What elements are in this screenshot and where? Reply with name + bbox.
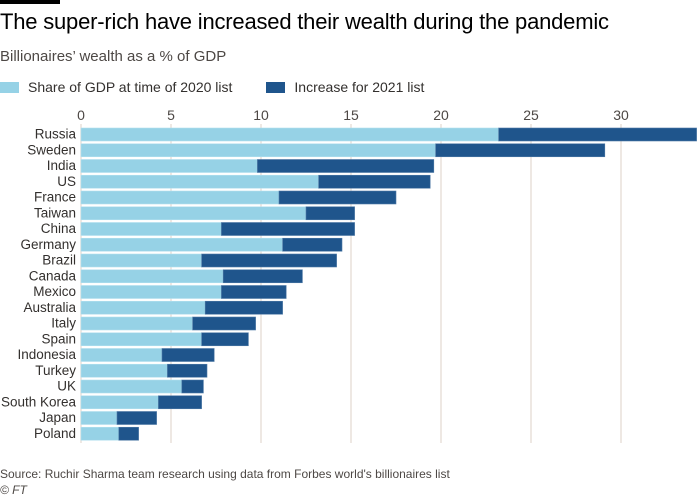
category-label: Germany — [20, 237, 76, 252]
bar-share-2020 — [80, 253, 202, 268]
category-label: South Korea — [1, 394, 77, 409]
bar-share-2020 — [80, 190, 280, 205]
copyright: © FT — [0, 483, 27, 497]
category-label: India — [47, 158, 77, 173]
bar-share-2020 — [80, 300, 206, 315]
bar-increase-2021 — [181, 379, 204, 394]
category-label: US — [57, 174, 76, 189]
chart-title: The super-rich have increased their weal… — [0, 9, 609, 34]
x-tick-label: 0 — [77, 107, 85, 123]
bar-increase-2021 — [204, 300, 283, 315]
bar-share-2020 — [80, 395, 159, 410]
bar-share-2020 — [80, 143, 436, 158]
x-tick-label: 5 — [167, 107, 175, 123]
legend-label-increase-2021: Increase for 2021 list — [294, 79, 425, 95]
bar-increase-2021 — [222, 269, 303, 284]
bar-share-2020 — [80, 411, 118, 425]
category-label: Russia — [35, 127, 77, 142]
bar-increase-2021 — [118, 426, 139, 441]
bar-share-2020 — [80, 379, 183, 394]
category-label: Brazil — [42, 253, 76, 268]
category-label: Sweden — [27, 142, 76, 157]
bar-increase-2021 — [305, 206, 355, 221]
legend-item-share-2020: Share of GDP at time of 2020 list — [0, 79, 232, 95]
category-label: Taiwan — [34, 205, 76, 220]
bar-increase-2021 — [167, 363, 208, 378]
category-label: Canada — [29, 268, 77, 283]
bar-share-2020 — [80, 426, 120, 441]
bar-increase-2021 — [192, 316, 256, 331]
bar-share-2020 — [80, 269, 224, 284]
bar-increase-2021 — [221, 222, 355, 236]
bar-share-2020 — [80, 348, 163, 362]
bar-increase-2021 — [201, 332, 249, 347]
bar-increase-2021 — [158, 395, 202, 410]
category-label: Italy — [51, 316, 76, 331]
category-label: Japan — [39, 410, 76, 425]
bar-share-2020 — [80, 363, 168, 378]
x-tick-label: 15 — [343, 107, 359, 123]
bar-increase-2021 — [318, 174, 431, 189]
category-label: Spain — [41, 331, 76, 346]
bar-increase-2021 — [278, 190, 397, 205]
category-label: Mexico — [33, 284, 76, 299]
category-label: France — [34, 190, 76, 205]
category-label: Turkey — [35, 363, 76, 378]
bar-share-2020 — [80, 222, 222, 236]
ft-brand-bar — [0, 0, 60, 4]
legend-label-share-2020: Share of GDP at time of 2020 list — [28, 79, 233, 95]
bar-share-2020 — [80, 206, 307, 221]
legend: Share of GDP at time of 2020 list Increa… — [0, 79, 458, 95]
bar-share-2020 — [80, 316, 193, 331]
legend-swatch-share-2020 — [0, 81, 19, 93]
bar-increase-2021 — [116, 411, 157, 425]
source-note: Source: Ruchir Sharma team research usin… — [0, 467, 450, 481]
bar-chart: 0 5 10 15 20 25 30 RussiaSwedenIndiaUSFranceTai… — [1, 107, 697, 443]
bar-increase-2021 — [498, 127, 697, 142]
bar-increase-2021 — [161, 348, 215, 362]
legend-item-increase-2021: Increase for 2021 list — [266, 79, 424, 95]
category-label: Poland — [34, 426, 76, 441]
category-label: China — [41, 221, 77, 236]
bar-increase-2021 — [435, 143, 606, 158]
x-tick-label: 20 — [433, 107, 449, 123]
chart-subtitle: Billionaires’ wealth as a % of GDP — [0, 48, 227, 65]
bar-share-2020 — [80, 332, 202, 347]
bar-share-2020 — [80, 127, 499, 142]
bar-increase-2021 — [221, 285, 287, 299]
bar-share-2020 — [80, 285, 222, 299]
x-tick-label: 25 — [523, 107, 539, 123]
category-label: Indonesia — [17, 347, 76, 362]
bar-share-2020 — [80, 174, 319, 189]
x-tick-label: 10 — [253, 107, 269, 123]
bar-increase-2021 — [257, 159, 435, 173]
category-label: UK — [57, 379, 76, 394]
bar-share-2020 — [80, 159, 258, 173]
legend-swatch-increase-2021 — [266, 81, 286, 93]
bar-share-2020 — [80, 237, 283, 252]
bar-increase-2021 — [201, 253, 337, 268]
category-label: Australia — [23, 300, 76, 315]
bar-increase-2021 — [282, 237, 343, 252]
x-tick-label: 30 — [613, 107, 629, 123]
